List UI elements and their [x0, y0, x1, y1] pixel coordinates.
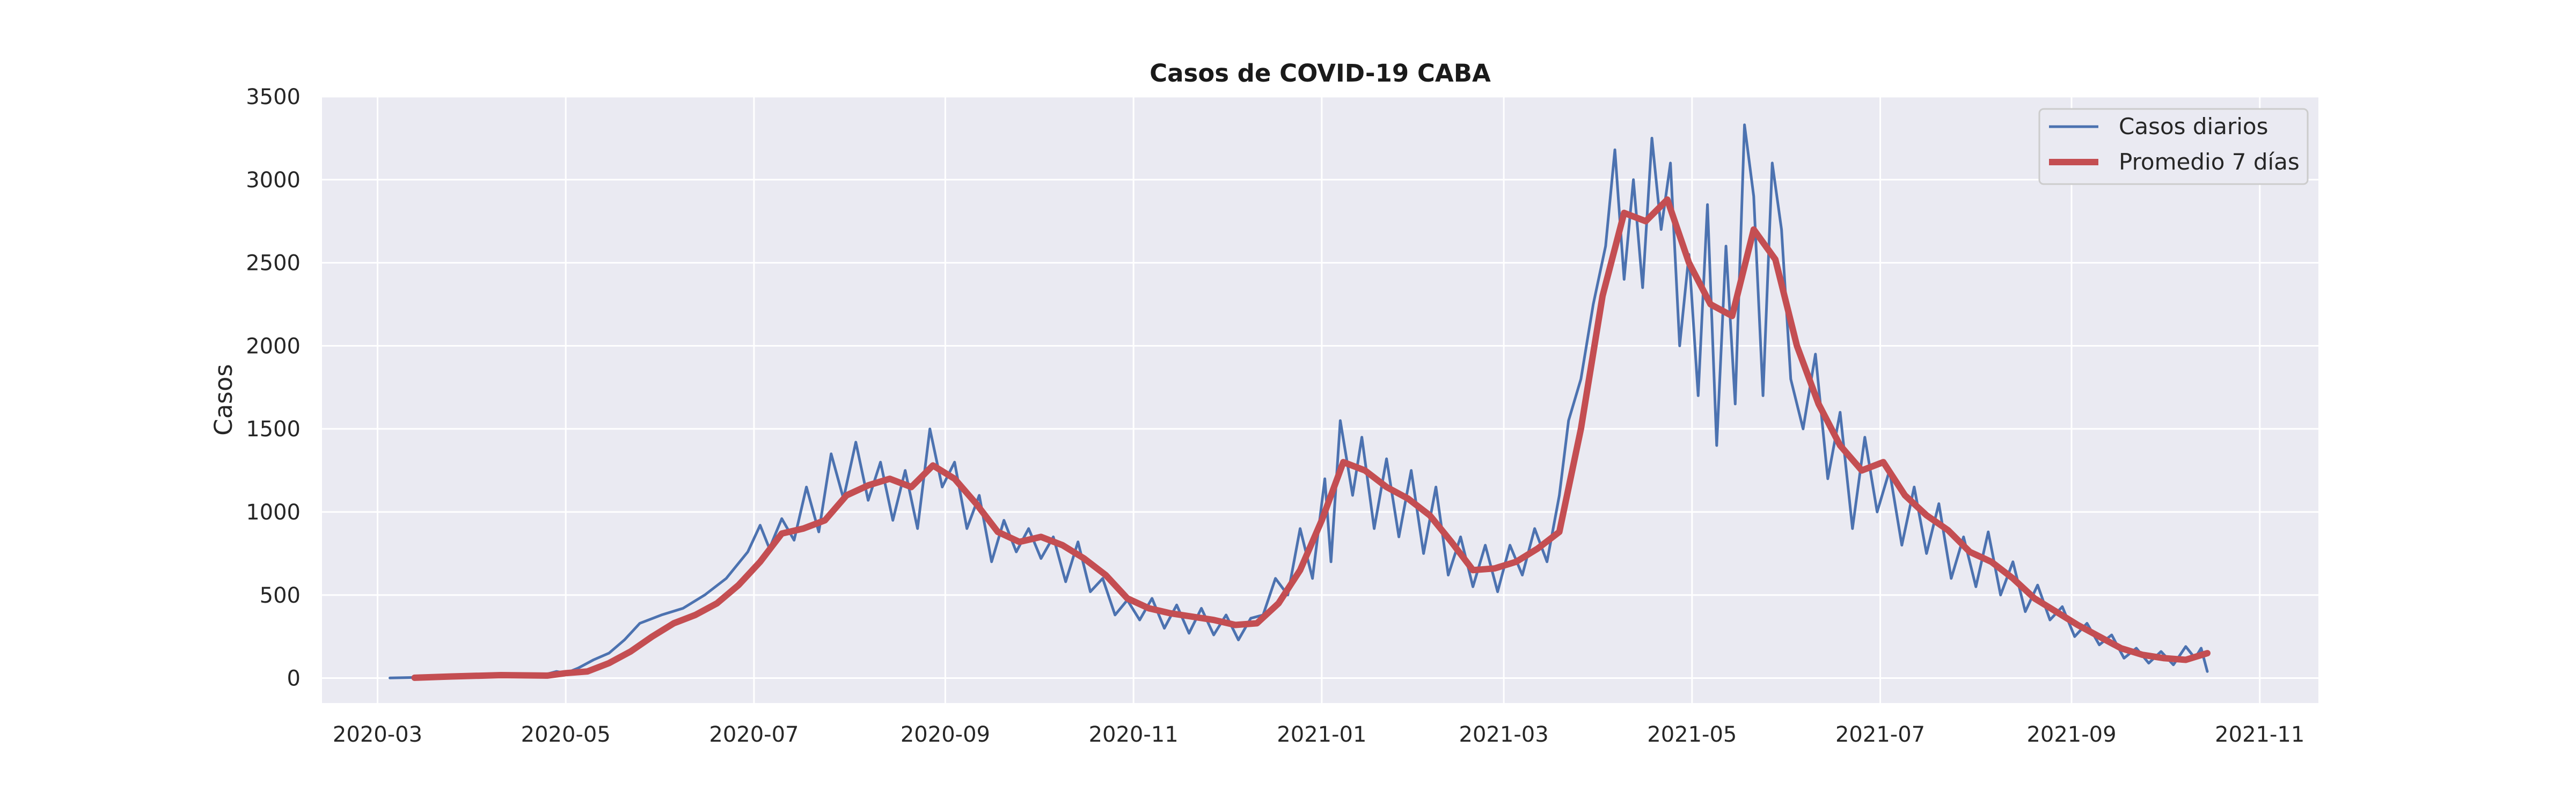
x-tick-label: 2021-01	[1277, 722, 1366, 747]
x-tick-label: 2020-09	[901, 722, 990, 747]
y-tick-label: 0	[287, 667, 301, 691]
chart-title: Casos de COVID-19 CABA	[1150, 59, 1491, 87]
y-tick-label: 2000	[246, 334, 301, 358]
legend-label-casos-diarios: Casos diarios	[2119, 113, 2268, 140]
x-tick-label: 2020-05	[521, 722, 611, 747]
x-tick-label: 2020-11	[1089, 722, 1179, 747]
y-axis-label: Casos	[209, 364, 238, 435]
y-tick-label: 1000	[246, 500, 301, 525]
y-axis-ticks: 0 500 1000 1500 2000 2500 3000 3500	[246, 85, 301, 691]
plot-area	[322, 97, 2318, 703]
legend-label-promedio: Promedio 7 días	[2119, 149, 2300, 175]
series-line-promedio-7-dias	[411, 196, 2211, 681]
legend-box	[2038, 108, 2309, 185]
series-layer	[389, 123, 2211, 681]
x-tick-label: 2021-07	[1835, 722, 1925, 747]
series-line-casos-diarios	[389, 123, 2209, 679]
x-axis-ticks: 2020-03 2020-05 2020-07 2020-09 2020-11 2021-…	[333, 722, 2304, 747]
y-tick-label: 2500	[246, 251, 301, 276]
x-tick-label: 2020-07	[709, 722, 799, 747]
y-tick-label: 3500	[246, 85, 301, 109]
x-tick-label: 2021-03	[1459, 722, 1549, 747]
x-tick-label: 2020-03	[333, 722, 422, 747]
legend: Casos diarios Promedio 7 días	[2038, 108, 2309, 185]
x-tick-label: 2021-09	[2026, 722, 2116, 747]
y-tick-label: 500	[260, 583, 301, 608]
x-tick-label: 2021-11	[2215, 722, 2304, 747]
x-tick-label: 2021-05	[1647, 722, 1737, 747]
y-tick-label: 1500	[246, 417, 301, 442]
y-tick-label: 3000	[246, 168, 301, 193]
